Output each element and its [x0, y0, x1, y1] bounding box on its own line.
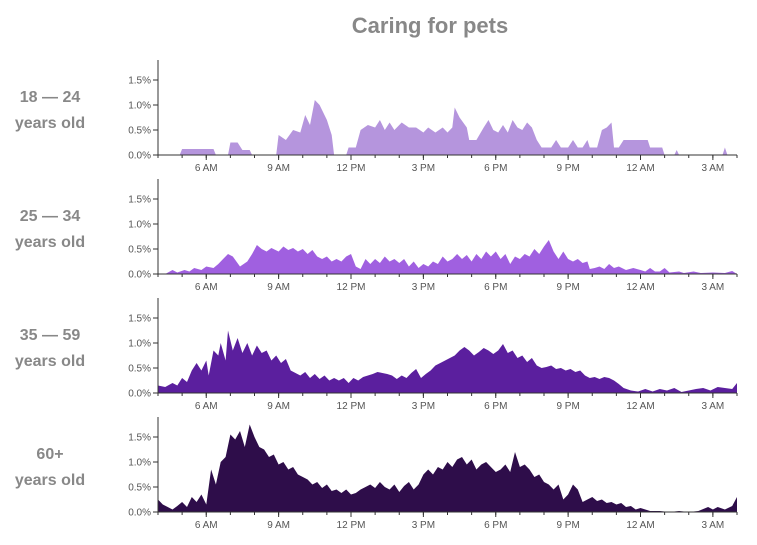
age-label-line: 25 — 34 — [20, 208, 81, 225]
area-series — [158, 240, 737, 274]
age-label-line: years old — [15, 353, 85, 370]
y-tick-label: 1.5% — [128, 433, 151, 444]
x-tick-label: 3 AM — [701, 282, 724, 293]
y-tick-label: 0.0% — [128, 508, 151, 519]
area-series — [158, 424, 737, 512]
x-tick-label: 3 AM — [701, 163, 724, 174]
y-tick-label: 0.0% — [128, 389, 151, 400]
chart-title: Caring for pets — [352, 13, 508, 38]
x-tick-label: 6 PM — [484, 163, 507, 174]
x-tick-label: 9 PM — [556, 520, 579, 531]
y-tick-label: 1.5% — [128, 76, 151, 87]
x-tick-label: 12 PM — [337, 401, 366, 412]
x-tick-label: 6 PM — [484, 282, 507, 293]
age-label-line: 60+ — [36, 446, 63, 463]
panel-1: 18 — 24 years old 0.0% 0.5% 1.0% 1.5% 6 AM 9 AM… — [15, 60, 738, 174]
x-tick-label: 9 PM — [556, 401, 579, 412]
y-tick-label: 1.0% — [128, 220, 151, 231]
age-label-line: years old — [15, 115, 85, 132]
x-tick-label: 12 PM — [337, 520, 366, 531]
panel-4: 60+ years old 0.0% 0.5% 1.0% 1.5% 6 AM 9 AM 12 P… — [15, 417, 738, 531]
age-label-line: years old — [15, 234, 85, 251]
x-tick-label: 3 PM — [412, 163, 435, 174]
age-label-line: years old — [15, 472, 85, 489]
x-tick-label: 6 AM — [195, 282, 218, 293]
x-tick-label: 12 PM — [337, 282, 366, 293]
x-tick-label: 9 AM — [267, 520, 290, 531]
x-tick-label: 3 AM — [701, 401, 724, 412]
y-tick-label: 1.0% — [128, 101, 151, 112]
y-tick-label: 0.0% — [128, 270, 151, 281]
x-tick-label: 9 AM — [267, 401, 290, 412]
x-tick-label: 12 AM — [626, 401, 654, 412]
y-tick-label: 1.0% — [128, 339, 151, 350]
x-tick-label: 12 PM — [337, 163, 366, 174]
x-tick-label: 9 PM — [556, 282, 579, 293]
x-tick-label: 3 PM — [412, 520, 435, 531]
y-tick-label: 0.5% — [128, 245, 151, 256]
y-tick-label: 0.5% — [128, 364, 151, 375]
area-series — [158, 330, 737, 393]
x-tick-label: 6 AM — [195, 520, 218, 531]
x-tick-label: 12 AM — [626, 282, 654, 293]
chart-panels: 18 — 24 years old 0.0% 0.5% 1.0% 1.5% 6 AM 9 AM… — [15, 60, 738, 531]
age-label-line: 35 — 59 — [20, 327, 81, 344]
y-tick-label: 1.5% — [128, 314, 151, 325]
x-tick-label: 12 AM — [626, 163, 654, 174]
x-tick-label: 6 PM — [484, 520, 507, 531]
x-tick-label: 12 AM — [626, 520, 654, 531]
y-tick-label: 0.5% — [128, 126, 151, 137]
x-tick-label: 6 AM — [195, 401, 218, 412]
area-series — [158, 100, 737, 155]
x-tick-label: 9 PM — [556, 163, 579, 174]
x-tick-label: 3 PM — [412, 401, 435, 412]
y-tick-label: 1.5% — [128, 195, 151, 206]
panel-2: 25 — 34 years old 0.0% 0.5% 1.0% 1.5% 6 AM 9 AM… — [15, 179, 738, 293]
y-tick-label: 0.0% — [128, 151, 151, 162]
x-tick-label: 6 PM — [484, 401, 507, 412]
y-tick-label: 0.5% — [128, 483, 151, 494]
panel-3: 35 — 59 years old 0.0% 0.5% 1.0% 1.5% 6 AM 9 AM… — [15, 298, 738, 412]
x-tick-label: 6 AM — [195, 163, 218, 174]
x-tick-label: 3 PM — [412, 282, 435, 293]
x-tick-label: 3 AM — [701, 520, 724, 531]
x-tick-label: 9 AM — [267, 163, 290, 174]
y-tick-label: 1.0% — [128, 458, 151, 469]
age-label-line: 18 — 24 — [20, 89, 81, 106]
x-tick-label: 9 AM — [267, 282, 290, 293]
